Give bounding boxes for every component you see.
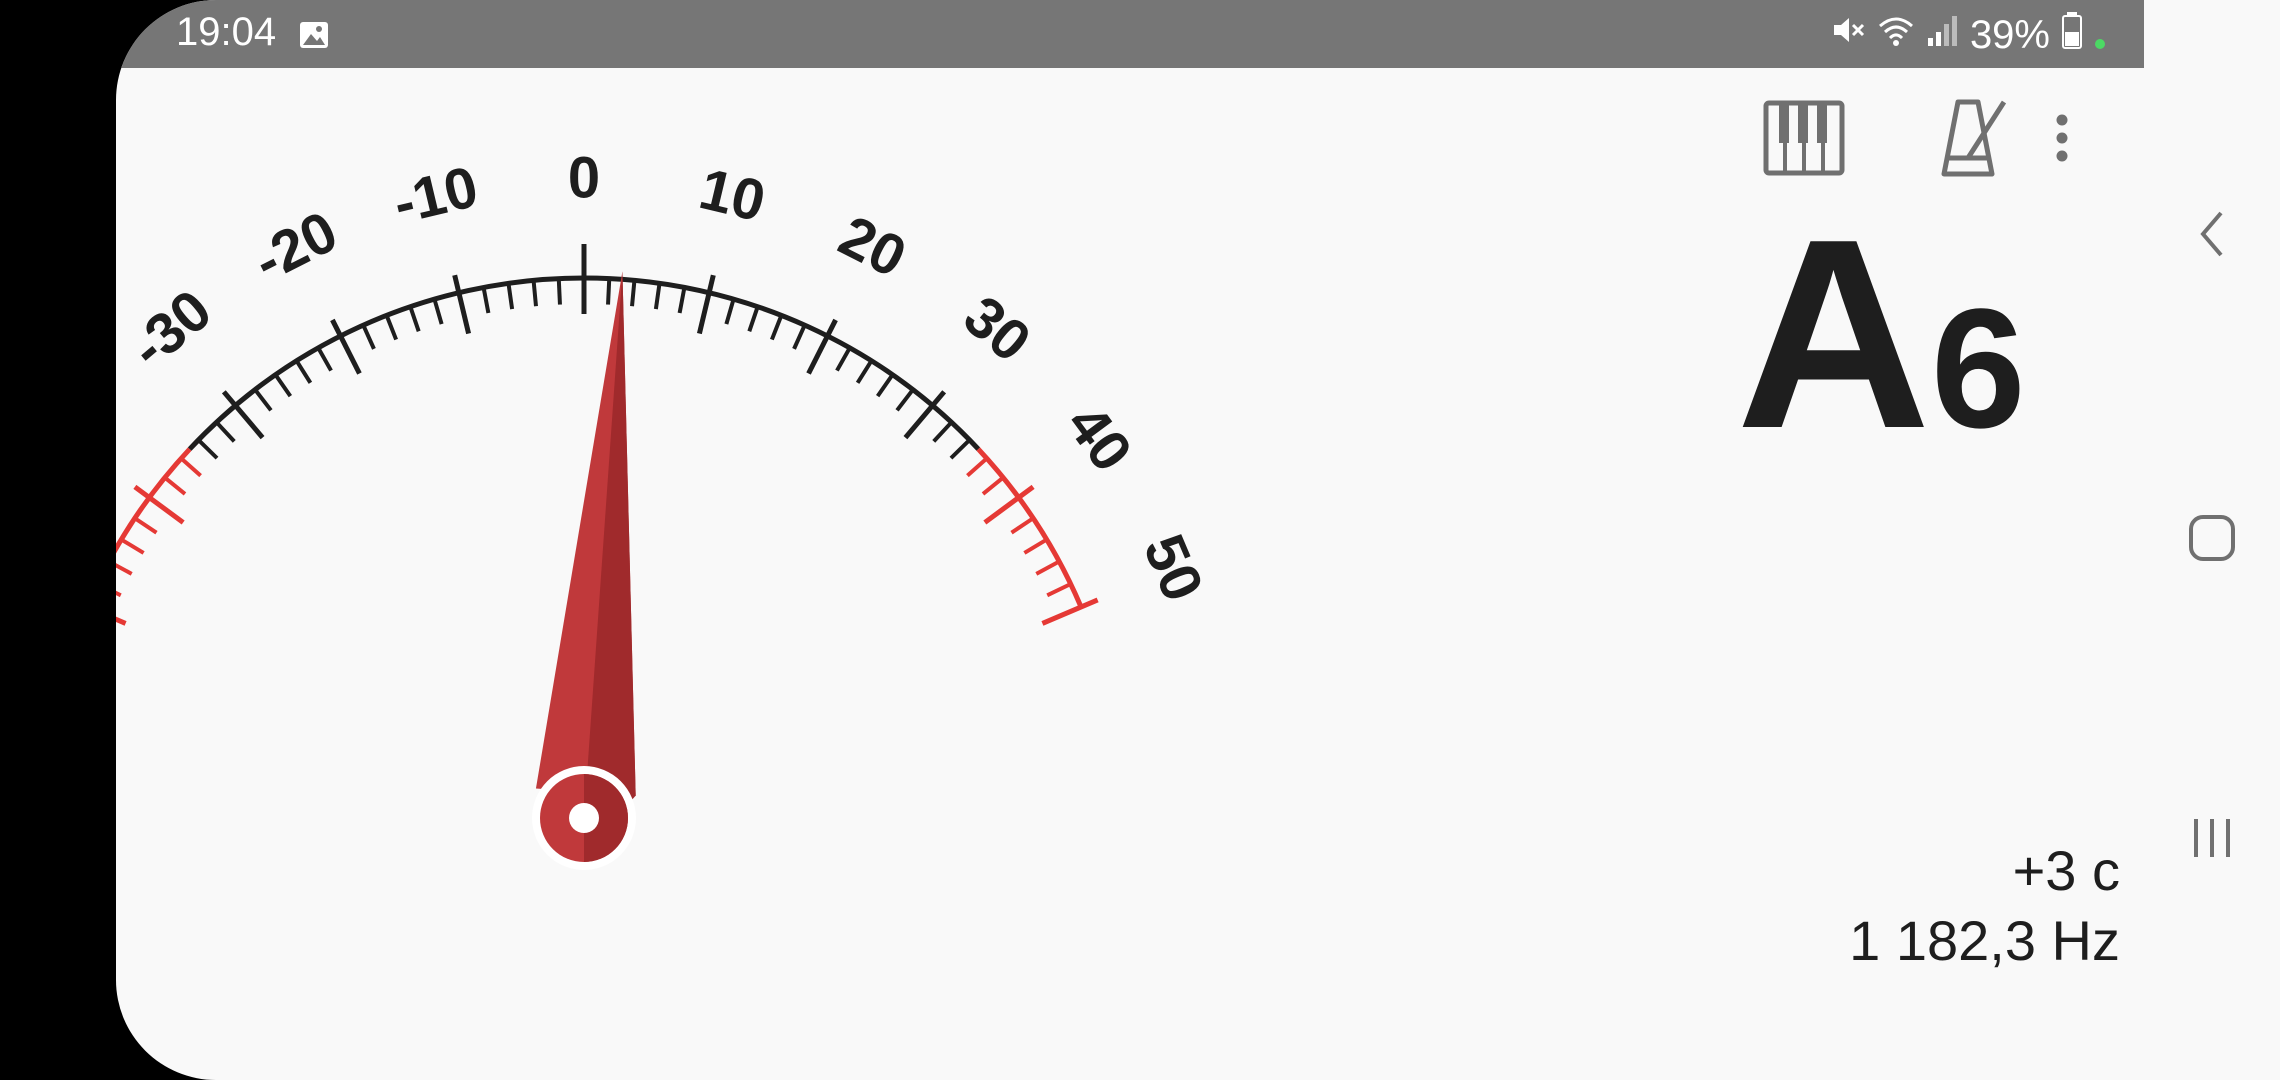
gauge-minor-tick: [949, 438, 971, 460]
gauge-label: 0: [568, 145, 600, 210]
gauge-label: 50: [1131, 525, 1216, 610]
gauge-minor-tick: [835, 346, 852, 372]
gauge-minor-tick: [1046, 582, 1072, 598]
gauge-minor-tick: [1035, 559, 1061, 576]
gauge-minor-tick: [432, 298, 444, 325]
gauge-minor-tick: [653, 283, 662, 310]
gauge-minor-tick: [215, 420, 236, 443]
gauge-label: -20: [243, 199, 347, 295]
gauge-minor-tick: [273, 373, 293, 398]
gauge-minor-tick: [294, 359, 313, 384]
gauge-minor-tick: [481, 287, 491, 314]
gauge-minor-tick: [197, 438, 219, 460]
gauge-minor-tick: [981, 476, 1005, 496]
gauge-minor-tick: [792, 324, 807, 350]
status-indicators: 39%: [1830, 10, 2106, 60]
app-screen: 19:04: [116, 0, 2144, 1080]
gauge-arc: [976, 447, 1084, 608]
gauge-minor-tick: [384, 314, 398, 341]
gauge-major-tick: [983, 484, 1035, 525]
gauge-major-tick: [903, 390, 947, 440]
gauge-label: -30: [118, 277, 224, 381]
tuner-needle: [535, 271, 636, 856]
gauge-label: 30: [952, 283, 1043, 374]
gauge-minor-tick: [163, 476, 187, 496]
gauge-label: -40: [116, 385, 120, 491]
needle-shade: [581, 271, 636, 856]
gauge-minor-tick: [895, 388, 915, 412]
gauge-minor-tick: [966, 456, 989, 478]
gauge-major-tick: [116, 616, 127, 626]
gauge-minor-tick: [932, 420, 953, 443]
recents-button[interactable]: [2144, 790, 2280, 890]
gauge-minor-tick: [747, 306, 760, 332]
wifi-icon: [1876, 12, 1916, 58]
gauge-major-tick: [696, 274, 716, 335]
metronome-icon: [1934, 96, 2010, 185]
gauge-minor-tick: [531, 280, 538, 307]
gauge-minor-tick: [316, 346, 333, 372]
home-button[interactable]: [2144, 490, 2280, 590]
piano-button[interactable]: [1754, 90, 1854, 190]
gauge-minor-tick: [724, 298, 736, 325]
gauge-minor-tick: [120, 537, 145, 555]
gauge-label: -10: [387, 154, 484, 237]
gauge-label: 20: [829, 203, 916, 290]
navigation-bar: [2144, 0, 2280, 1080]
gauge-minor-tick: [606, 278, 612, 305]
gauge-major-tick: [221, 390, 265, 440]
battery-percent: 39%: [1969, 12, 2050, 57]
back-icon: [2197, 209, 2227, 264]
back-button[interactable]: [2144, 186, 2280, 286]
gauge-minor-tick: [1010, 516, 1035, 535]
gauge-minor-tick: [253, 388, 273, 412]
gauge-major-tick: [330, 318, 362, 375]
more-options-button[interactable]: [2032, 90, 2092, 190]
more-options-icon: [2054, 113, 2070, 168]
gauge-minor-tick: [116, 590, 122, 598]
gauge-major-tick: [133, 484, 185, 525]
piano-icon: [1763, 100, 1845, 181]
home-icon: [2187, 513, 2237, 568]
gauge-minor-tick: [677, 287, 687, 314]
gauge-scale: [116, 244, 1099, 626]
metronome-button[interactable]: [1922, 90, 2022, 190]
cents-deviation: +3 c: [2012, 839, 2120, 902]
gauge-major-tick: [1041, 597, 1099, 626]
gauge-minor-tick: [361, 324, 376, 350]
gauge-minor-tick: [179, 456, 202, 478]
gallery-icon: [298, 16, 330, 61]
gauge-minor-tick: [875, 373, 895, 398]
detected-note: A6: [1736, 200, 2026, 470]
frequency-readout: 1 182,3 Hz: [1849, 909, 2120, 972]
recents-icon: [2189, 813, 2235, 868]
gauge-minor-tick: [116, 563, 133, 576]
gauge-label: 10: [693, 156, 771, 234]
gauge-minor-tick: [630, 280, 637, 307]
gauge-major-tick: [806, 318, 838, 375]
camera-indicator-dot: [2094, 10, 2106, 60]
gauge-minor-tick: [770, 314, 784, 341]
gauge-minor-tick: [1023, 537, 1048, 555]
status-bar: 19:04: [116, 0, 2144, 68]
gauge-minor-tick: [133, 516, 158, 535]
gauge-minor-tick: [408, 306, 421, 332]
gauge-minor-tick: [556, 278, 562, 305]
mute-icon: [1830, 12, 1866, 58]
needle-hub: [532, 766, 636, 870]
gauge-minor-tick: [506, 283, 515, 310]
signal-icon: [1926, 12, 1960, 58]
note-octave: 6: [1931, 274, 2026, 464]
gauge-major-tick: [452, 274, 472, 335]
note-letter: A: [1736, 184, 1931, 485]
gauge-arc: [116, 447, 192, 554]
status-time: 19:04: [176, 10, 277, 54]
battery-icon: [2060, 10, 2084, 60]
gauge-label: 40: [1054, 393, 1145, 484]
gauge-minor-tick: [855, 359, 874, 384]
